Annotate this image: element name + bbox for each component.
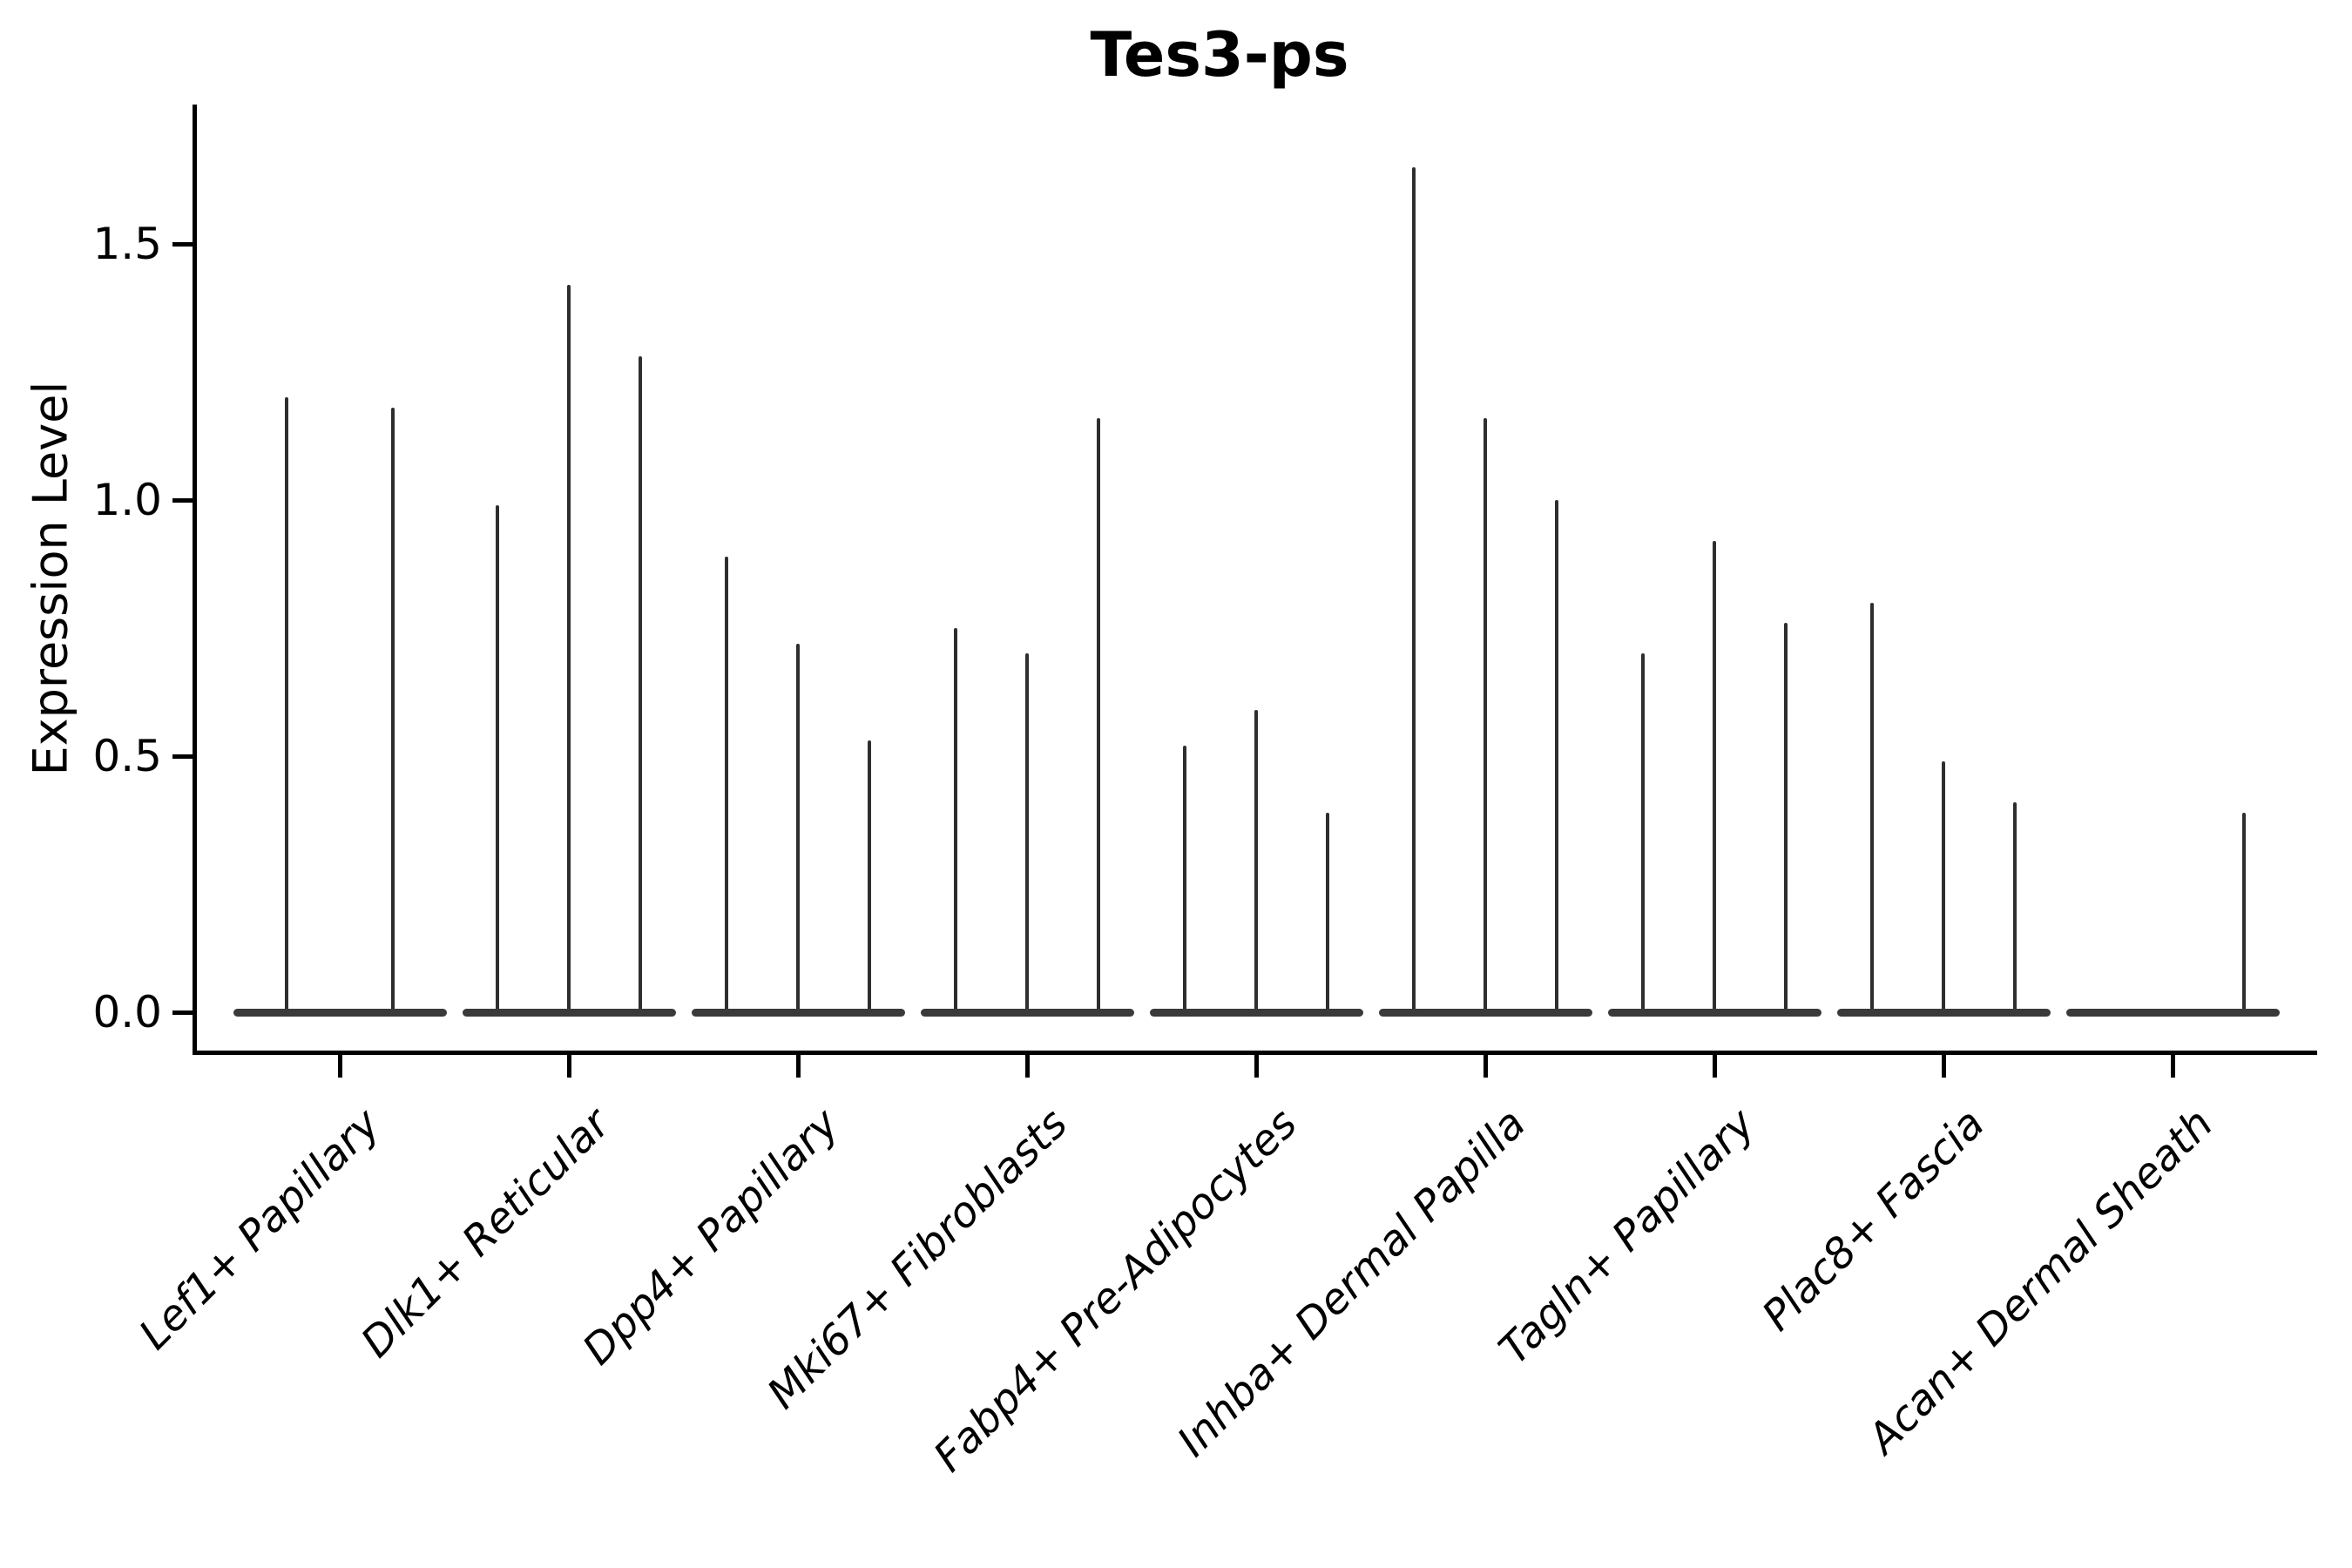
violin-spike — [1254, 710, 1258, 1012]
violin-spike — [1870, 603, 1875, 1012]
violin-base — [920, 1009, 1134, 1017]
violin-spike — [954, 628, 958, 1012]
violin-spike — [867, 740, 871, 1012]
violin-base — [2065, 1009, 2280, 1017]
x-tick-label: Plac8+ Fascia — [1752, 1099, 1994, 1341]
y-axis-label: Expression Level — [23, 381, 78, 776]
y-tick-label: 1.5 — [92, 219, 162, 269]
violin-spike — [391, 408, 395, 1012]
y-tick-label: 0.5 — [92, 731, 162, 781]
y-tick-mark — [172, 497, 195, 503]
violin-spike — [1783, 623, 1788, 1012]
x-tick-mark — [1941, 1055, 1946, 1078]
violin-spike — [2241, 813, 2246, 1012]
x-axis-spine — [193, 1051, 2317, 1055]
x-tick-mark — [1483, 1055, 1488, 1078]
violin-spike — [1641, 653, 1646, 1012]
violin-base — [691, 1009, 905, 1017]
violin-spike — [1554, 500, 1558, 1012]
violin-spike — [284, 397, 288, 1012]
violin-spike — [725, 557, 729, 1012]
violin-base — [1378, 1009, 1592, 1017]
x-tick-label: Fabp4+ Pre-Adipocytes — [924, 1099, 1307, 1482]
violin-spike — [1942, 761, 1945, 1012]
violin-base — [1836, 1009, 2051, 1017]
violin-spike — [1183, 746, 1187, 1012]
violin-base — [233, 1009, 447, 1017]
x-tick-mark — [1254, 1055, 1259, 1078]
chart-title: Tes3-ps — [1090, 19, 1349, 91]
x-tick-label: Lef1+ Papillary — [130, 1099, 390, 1360]
x-tick-mark — [795, 1055, 801, 1078]
violin-spike — [496, 505, 500, 1012]
y-tick-label: 0.0 — [92, 987, 162, 1037]
violin-base — [1607, 1009, 1821, 1017]
x-tick-label: Tagln+ Papillary — [1490, 1099, 1765, 1375]
y-tick-mark — [172, 241, 195, 247]
violin-spike — [1325, 813, 1329, 1012]
x-tick-label: Dlk1+ Reticular — [351, 1099, 619, 1368]
y-axis-spine — [193, 105, 197, 1055]
x-tick-mark — [1024, 1055, 1030, 1078]
x-tick-mark — [2170, 1055, 2175, 1078]
x-tick-mark — [566, 1055, 571, 1078]
violin-spike — [1713, 541, 1716, 1012]
x-tick-label: Dpp4+ Papillary — [573, 1099, 848, 1375]
violin-base — [1149, 1009, 1363, 1017]
violin-spike — [1025, 653, 1029, 1012]
violin-spike — [1412, 167, 1416, 1012]
violin-base — [462, 1009, 676, 1017]
x-tick-mark — [337, 1055, 342, 1078]
x-tick-mark — [1712, 1055, 1717, 1078]
violin-spike — [567, 285, 571, 1012]
y-tick-mark — [172, 1010, 195, 1015]
violin-spike — [638, 356, 642, 1012]
violin-spike — [2012, 802, 2017, 1012]
violin-spike — [796, 644, 800, 1012]
y-tick-label: 1.0 — [92, 475, 162, 525]
violin-spike — [1096, 418, 1100, 1012]
violin-spike — [1484, 418, 1487, 1012]
y-tick-mark — [172, 754, 195, 759]
